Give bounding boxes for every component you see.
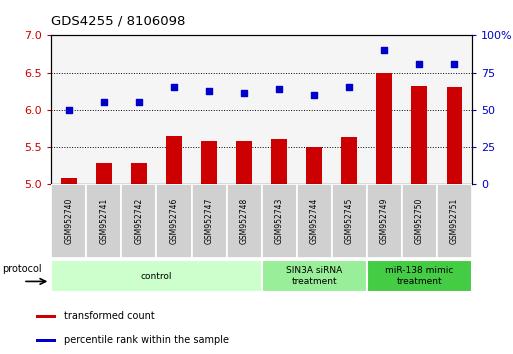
FancyBboxPatch shape xyxy=(51,184,86,258)
Text: GSM952748: GSM952748 xyxy=(240,198,249,244)
Text: GSM952740: GSM952740 xyxy=(64,198,73,245)
Text: percentile rank within the sample: percentile rank within the sample xyxy=(64,335,229,345)
FancyBboxPatch shape xyxy=(297,184,332,258)
Point xyxy=(170,85,178,90)
Text: protocol: protocol xyxy=(3,264,42,274)
Point xyxy=(310,92,318,98)
Text: GSM952742: GSM952742 xyxy=(134,198,144,244)
Point xyxy=(415,61,423,67)
Text: GSM952745: GSM952745 xyxy=(345,198,354,245)
FancyBboxPatch shape xyxy=(227,184,262,258)
Point xyxy=(240,91,248,96)
FancyBboxPatch shape xyxy=(437,184,472,258)
FancyBboxPatch shape xyxy=(262,184,297,258)
Bar xyxy=(306,147,322,184)
Bar xyxy=(411,86,427,184)
Point xyxy=(135,99,143,105)
Text: GSM952747: GSM952747 xyxy=(205,198,213,245)
Point xyxy=(275,86,283,92)
FancyBboxPatch shape xyxy=(367,184,402,258)
Bar xyxy=(377,73,392,184)
FancyBboxPatch shape xyxy=(191,184,227,258)
Text: GSM952741: GSM952741 xyxy=(100,198,108,244)
Point xyxy=(380,47,388,53)
Bar xyxy=(36,339,56,342)
Point xyxy=(450,61,459,67)
Bar xyxy=(446,87,462,184)
Text: GDS4255 / 8106098: GDS4255 / 8106098 xyxy=(51,14,186,27)
FancyBboxPatch shape xyxy=(332,184,367,258)
Bar xyxy=(271,139,287,184)
FancyBboxPatch shape xyxy=(367,260,472,292)
FancyBboxPatch shape xyxy=(402,184,437,258)
Text: control: control xyxy=(141,272,172,281)
Text: SIN3A siRNA
treatment: SIN3A siRNA treatment xyxy=(286,267,342,286)
FancyBboxPatch shape xyxy=(262,260,367,292)
Bar xyxy=(131,163,147,184)
Point xyxy=(100,99,108,105)
Bar xyxy=(341,137,357,184)
Bar xyxy=(36,315,56,318)
Bar xyxy=(61,178,77,184)
Text: transformed count: transformed count xyxy=(64,311,155,321)
Text: GSM952746: GSM952746 xyxy=(169,198,179,245)
Text: GSM952749: GSM952749 xyxy=(380,198,389,245)
Text: miR-138 mimic
treatment: miR-138 mimic treatment xyxy=(385,267,453,286)
Bar xyxy=(236,141,252,184)
Text: GSM952744: GSM952744 xyxy=(310,198,319,245)
Text: GSM952743: GSM952743 xyxy=(274,198,284,245)
Point xyxy=(345,85,353,90)
FancyBboxPatch shape xyxy=(122,184,156,258)
Point xyxy=(65,107,73,113)
Text: GSM952751: GSM952751 xyxy=(450,198,459,244)
FancyBboxPatch shape xyxy=(51,260,262,292)
FancyBboxPatch shape xyxy=(156,184,191,258)
FancyBboxPatch shape xyxy=(86,184,122,258)
Bar xyxy=(166,136,182,184)
Text: GSM952750: GSM952750 xyxy=(415,198,424,245)
Point xyxy=(205,88,213,94)
Bar xyxy=(96,163,112,184)
Bar xyxy=(201,141,217,184)
